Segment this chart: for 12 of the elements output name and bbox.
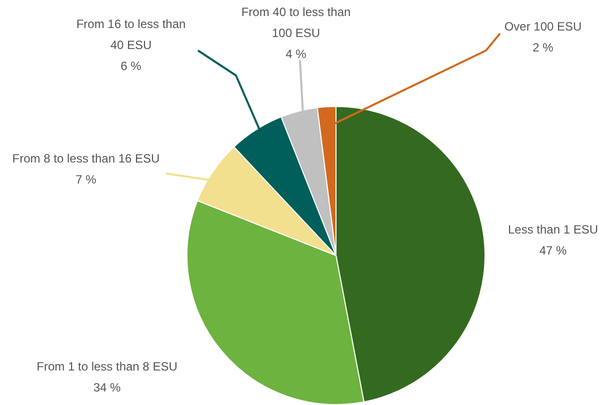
data-label: 47 % (539, 243, 567, 258)
data-label: 6 % (120, 58, 142, 73)
slice-label: Over 100 ESU (504, 19, 582, 34)
data-label: 34 % (93, 380, 121, 394)
slice-label: From 16 to less than 40 ESU (76, 16, 186, 52)
data-label: 7 % (76, 172, 97, 186)
slice-label: From 1 to less than 8 ESU (36, 359, 178, 374)
slice-label: From 40 to less than 100 ESU (241, 4, 351, 40)
data-label: 4 % (286, 46, 307, 61)
data-label: 2 % (532, 40, 554, 54)
slice-label: From 8 to less than 16 ESU (12, 151, 160, 166)
slice-label: Less than 1 ESU (508, 222, 598, 236)
